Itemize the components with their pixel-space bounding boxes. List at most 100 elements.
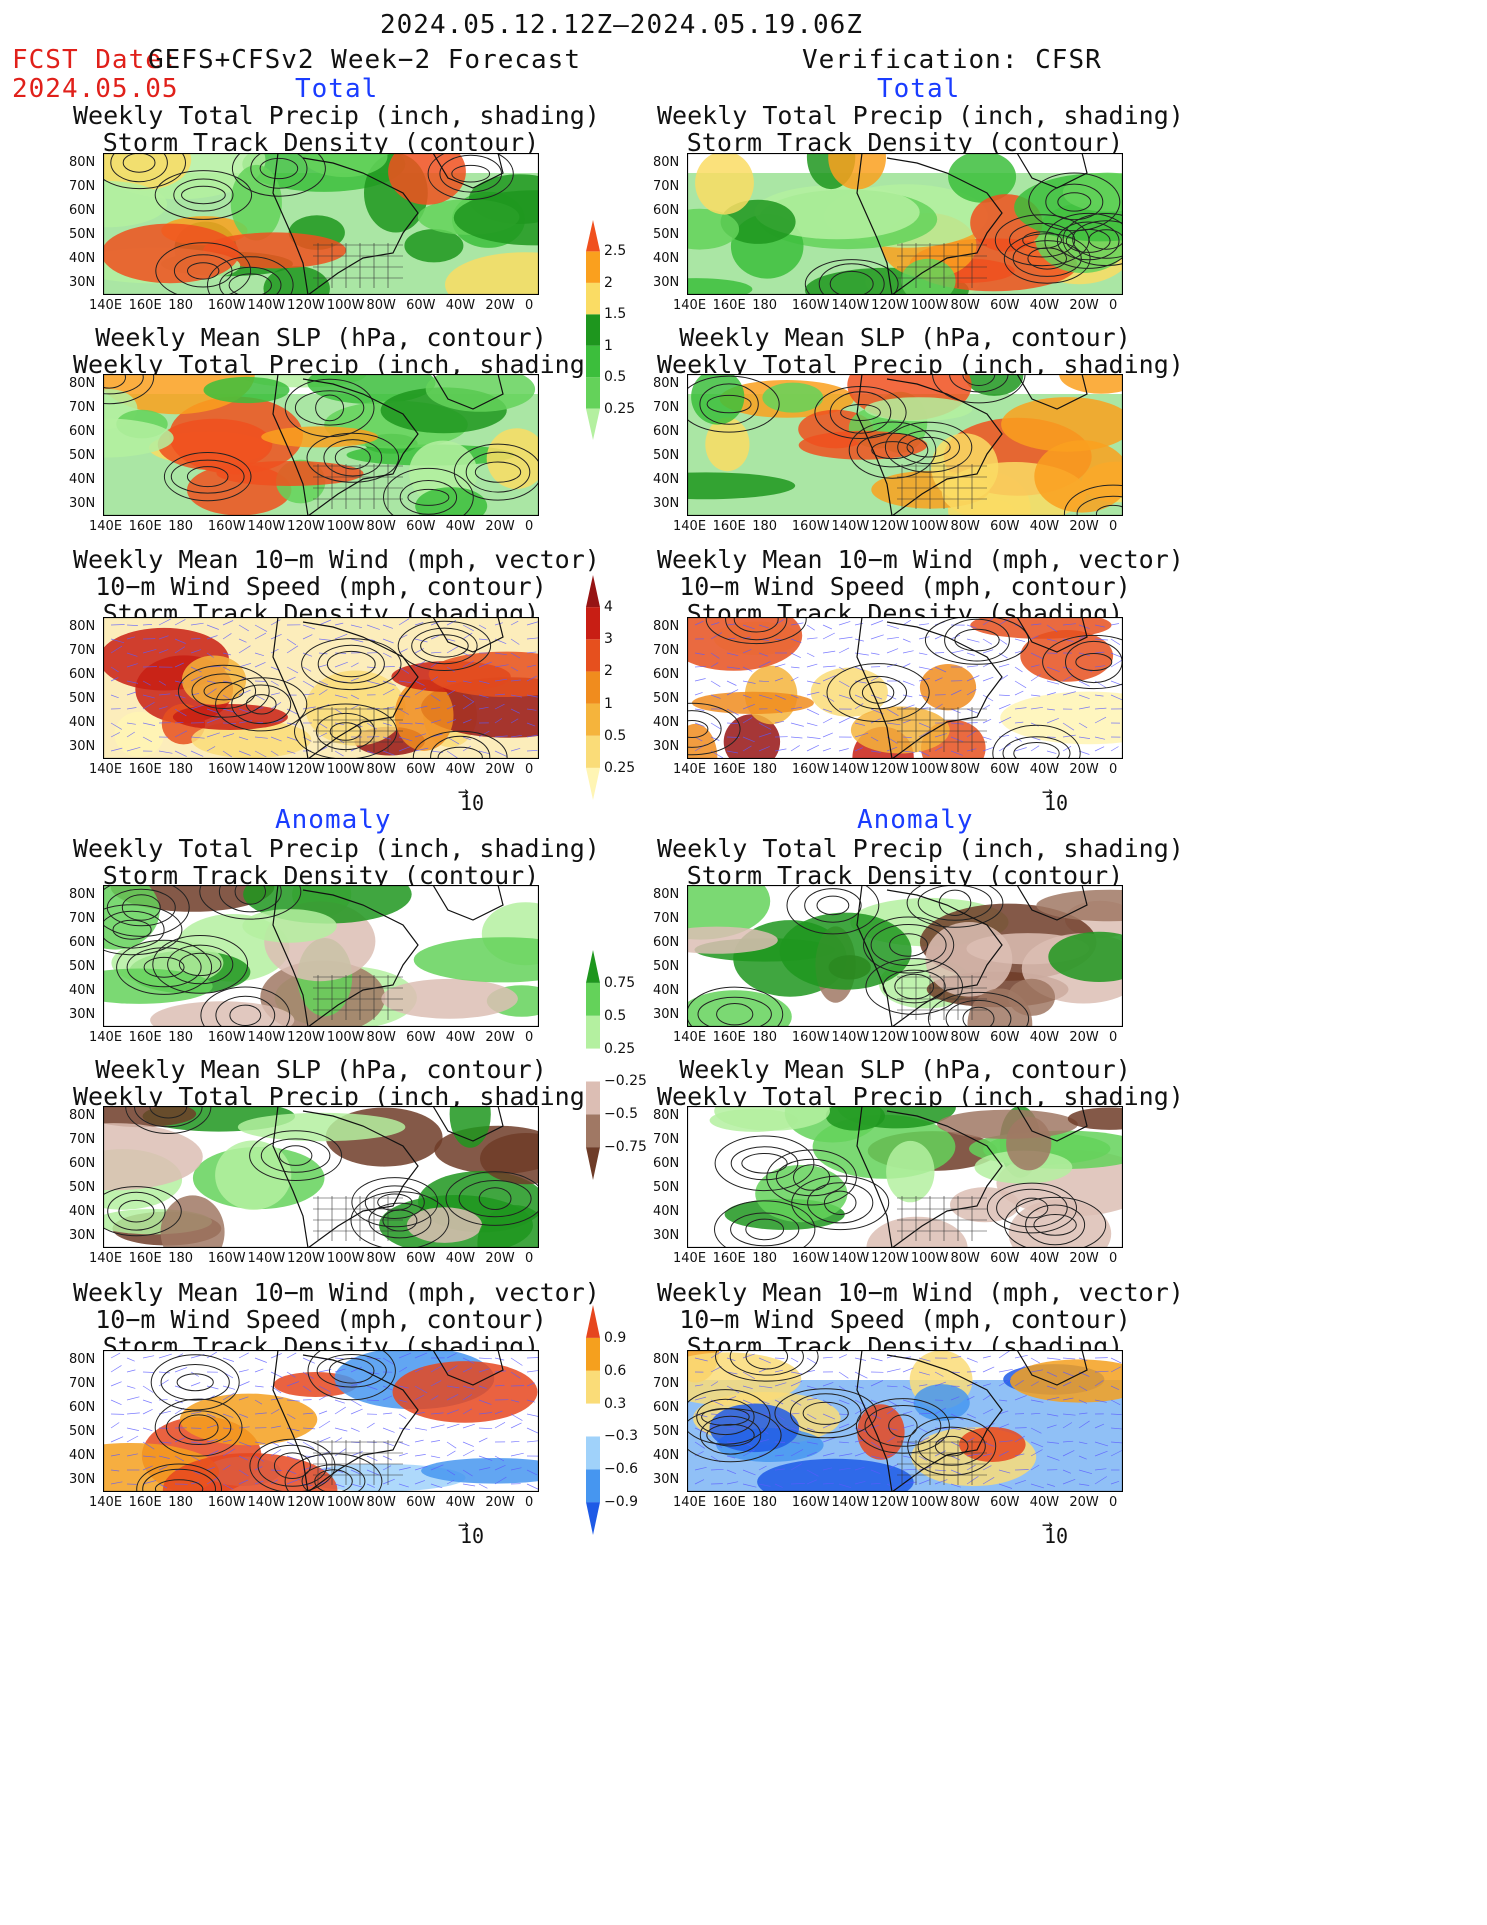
wind-vector bbox=[206, 1351, 217, 1359]
wind-vector bbox=[726, 689, 739, 696]
wind-vector bbox=[254, 632, 267, 640]
wind-vector bbox=[902, 1385, 912, 1391]
shading-blob bbox=[181, 655, 247, 705]
wind-vector bbox=[526, 708, 537, 711]
contour-line bbox=[284, 378, 375, 438]
colorbar-label: 0.75 bbox=[604, 974, 636, 991]
wind-vector bbox=[1046, 750, 1057, 754]
lon-tick-label: 140E bbox=[673, 762, 707, 777]
wind-vector bbox=[758, 746, 770, 752]
wind-vector bbox=[478, 694, 489, 699]
wind-vector bbox=[1094, 1370, 1109, 1373]
wind-vector bbox=[790, 736, 803, 739]
lon-tick-label: 120W bbox=[287, 298, 325, 313]
panel-title: Weekly Mean SLP (hPa, contour) Weekly Tot… bbox=[73, 1056, 600, 1110]
section-total-left: Total bbox=[295, 74, 379, 104]
panel-title-line: Weekly Mean SLP (hPa, contour) bbox=[95, 323, 547, 352]
contour-line bbox=[1002, 736, 1071, 759]
panel-title: Weekly Mean 10−m Wind (mph, vector) 10−m … bbox=[657, 546, 1184, 627]
wind-vector bbox=[398, 1467, 411, 1471]
wind-vector bbox=[318, 1420, 331, 1429]
wind-vector bbox=[350, 1427, 360, 1432]
shading-blob bbox=[216, 461, 364, 486]
wind-vector bbox=[350, 662, 359, 668]
wind-vector bbox=[1094, 1399, 1107, 1403]
wind-vector bbox=[430, 1365, 443, 1373]
wind-vector bbox=[494, 735, 508, 738]
shading-blob bbox=[406, 1207, 483, 1243]
wind-vector bbox=[1030, 1412, 1041, 1415]
shading-blob bbox=[381, 978, 518, 1019]
wind-vector bbox=[286, 645, 299, 654]
vector-reference-arrow: → bbox=[1042, 781, 1053, 802]
wind-vector bbox=[382, 1412, 393, 1415]
wind-vector bbox=[398, 746, 411, 752]
lon-tick-label: 100W bbox=[326, 1495, 365, 1510]
panel-title-line: 10−m Wind Speed (mph, contour) bbox=[95, 1305, 547, 1334]
wind-vector bbox=[934, 733, 947, 738]
contour-line bbox=[992, 724, 1081, 759]
wind-vector bbox=[510, 1399, 520, 1403]
shading-blob bbox=[230, 164, 282, 241]
lon-tick-label: 80W bbox=[950, 519, 980, 534]
lon-tick-label: 60W bbox=[990, 1030, 1020, 1045]
wind-vector bbox=[174, 1455, 185, 1462]
wind-vector bbox=[694, 1396, 707, 1401]
wind-vector bbox=[886, 1436, 896, 1443]
coastline bbox=[272, 1350, 504, 1492]
shading-blob bbox=[103, 1123, 203, 1191]
lon-tick-label: 160E bbox=[712, 762, 746, 777]
shading-blob bbox=[103, 223, 240, 284]
contour-line bbox=[177, 664, 270, 718]
wind-vector bbox=[462, 680, 472, 684]
section-anomaly-left: Anomaly bbox=[275, 805, 392, 835]
wind-vector bbox=[254, 1368, 264, 1373]
contour-line bbox=[729, 1350, 804, 1376]
wind-vector bbox=[806, 624, 815, 631]
wind-vector bbox=[462, 1469, 473, 1477]
contour-line bbox=[154, 1479, 204, 1492]
wind-vector bbox=[1014, 747, 1027, 752]
shading-blob bbox=[687, 208, 740, 250]
wind-vector bbox=[462, 652, 472, 657]
wind-vector bbox=[710, 622, 720, 626]
wind-vector bbox=[774, 1357, 785, 1359]
wind-vector bbox=[126, 691, 137, 696]
wind-vector bbox=[822, 1452, 835, 1457]
lon-tick-label: 140W bbox=[247, 1030, 286, 1045]
lon-tick-label: 140W bbox=[831, 1030, 870, 1045]
shading-blob bbox=[691, 374, 745, 425]
lat-tick-label: 50N bbox=[653, 227, 680, 242]
wind-vector bbox=[462, 1483, 476, 1487]
map-panel-1-0 bbox=[103, 374, 539, 516]
wind-vector bbox=[710, 652, 720, 659]
wind-vector bbox=[886, 746, 898, 752]
lon-tick-label: 100W bbox=[910, 762, 949, 777]
wind-vector bbox=[238, 689, 251, 696]
lon-tick-label: 120W bbox=[287, 1495, 325, 1510]
colorbar-label: 1.5 bbox=[604, 306, 627, 323]
colorbar-segment bbox=[586, 377, 600, 409]
lon-tick-label: 140E bbox=[89, 298, 123, 313]
wind-vector bbox=[206, 717, 220, 724]
wind-vector bbox=[110, 694, 119, 699]
lon-tick-label: 60W bbox=[990, 762, 1020, 777]
wind-vector bbox=[1094, 638, 1108, 641]
wind-vector bbox=[902, 750, 915, 753]
lon-tick-label: 160W bbox=[207, 1495, 246, 1510]
wind-vector bbox=[1110, 1450, 1122, 1457]
wind-vector bbox=[1094, 624, 1105, 628]
contour-line bbox=[245, 694, 277, 715]
wind-vector bbox=[742, 1441, 753, 1447]
lon-tick-label: 80W bbox=[950, 1495, 980, 1510]
wind-vector bbox=[950, 1483, 961, 1488]
wind-vector bbox=[854, 703, 864, 710]
wind-vector bbox=[790, 745, 800, 752]
wind-vector bbox=[318, 1385, 331, 1393]
wind-vector bbox=[446, 1394, 459, 1401]
wind-vector bbox=[1078, 1469, 1093, 1475]
map-panel-0-1 bbox=[687, 153, 1123, 295]
contour-line bbox=[106, 888, 176, 927]
section-anomaly-right: Anomaly bbox=[857, 805, 974, 835]
wind-vector bbox=[318, 689, 328, 696]
